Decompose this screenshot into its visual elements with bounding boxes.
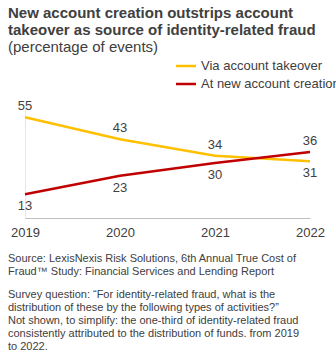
x-axis-line (26, 218, 311, 219)
legend-swatch (176, 83, 196, 86)
data-label: 36 (303, 133, 317, 148)
data-label: 34 (208, 137, 222, 152)
title: New account creation outstrips account t… (8, 4, 330, 38)
source: Source: LexisNexis Risk Solutions, 6th A… (8, 252, 308, 278)
x-tick: 2020 (106, 218, 135, 240)
series-line (25, 117, 310, 161)
x-tick: 2022 (296, 218, 325, 240)
data-label: 55 (18, 98, 32, 113)
x-tick-label: 2022 (296, 225, 325, 240)
x-tick: 2021 (201, 218, 230, 240)
data-label: 30 (208, 167, 222, 182)
data-label: 31 (303, 165, 317, 180)
legend-label: At new account creation (201, 76, 336, 91)
x-tick-label: 2021 (201, 225, 230, 240)
data-label: 23 (113, 180, 127, 195)
legend-label: Via account takeover (201, 58, 323, 73)
x-axis: 2019 2020 2021 2022 (11, 218, 325, 240)
data-label: 43 (113, 120, 127, 135)
x-tick-label: 2020 (106, 225, 135, 240)
series-line (25, 152, 310, 194)
x-tick-label: 2019 (11, 225, 40, 240)
note: Survey question: “For identity-related f… (8, 288, 308, 314)
plot-area (25, 117, 310, 194)
data-labels: 55 43 34 31 13 23 30 36 (18, 98, 317, 213)
note: Not shown, to simplify: the one-third of… (8, 314, 308, 353)
legend-entry: At new account creation (176, 76, 336, 91)
notes: Survey question: “For identity-related f… (8, 288, 308, 353)
subtitle: (percentage of events) (8, 38, 330, 55)
legend: Via account takeover At new account creat… (176, 58, 336, 91)
x-tick: 2019 (11, 218, 40, 240)
data-label: 13 (18, 198, 32, 213)
legend-entry: Via account takeover (176, 58, 323, 73)
legend-swatch (176, 65, 196, 68)
